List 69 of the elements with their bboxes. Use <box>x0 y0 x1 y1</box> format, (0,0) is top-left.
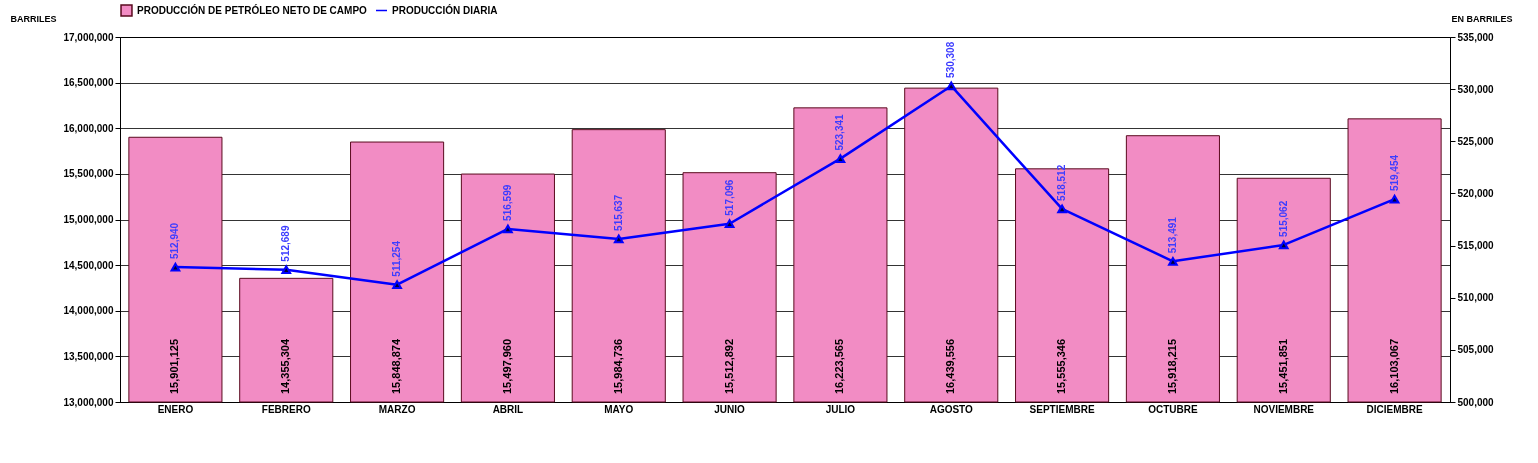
y-tick-label: 14,000,000 <box>63 305 114 317</box>
x-tick-label: JUNIO <box>714 403 746 415</box>
point <box>1057 204 1067 214</box>
data-label: 15,848,874 <box>390 338 403 394</box>
data-label: 530,308 <box>945 41 957 78</box>
data-label: 523,341 <box>834 114 846 151</box>
data-label: 512,689 <box>280 225 292 262</box>
data-label: 15,984,736 <box>611 338 624 394</box>
data-label: 519,454 <box>1388 154 1400 192</box>
legend-label: PRODUCCIÓN DE PETRÓLEO NETO DE CAMPO <box>137 3 368 16</box>
x-tick-label: SEPTIEMBRE <box>1029 403 1095 415</box>
point <box>1168 256 1178 266</box>
x-tick-label: OCTUBRE <box>1148 403 1198 415</box>
point <box>946 81 957 91</box>
point <box>724 219 735 229</box>
point <box>392 280 402 289</box>
point <box>613 234 624 244</box>
y-tick-label: 15,500,000 <box>63 168 114 180</box>
point <box>1278 240 1289 250</box>
x-tick-label: MAYO <box>604 403 634 415</box>
y2-tick-label: 515,000 <box>1457 240 1495 252</box>
data-label: 516,599 <box>501 184 513 221</box>
x-tick-label: NOVIEMBRE <box>1253 403 1315 415</box>
point <box>503 224 513 234</box>
y2-tick-label: 520,000 <box>1457 187 1495 199</box>
y2-tick-label: 500,000 <box>1457 396 1495 408</box>
x-tick-label: JULIO <box>825 403 856 415</box>
data-label: 518,512 <box>1056 164 1068 201</box>
y-tick-label: 13,000,000 <box>63 396 114 408</box>
point <box>835 154 846 163</box>
data-label: 16,223,565 <box>833 338 846 394</box>
y-tick-label: 14,500,000 <box>63 259 114 271</box>
data-label: 517,096 <box>723 179 735 216</box>
y-tick-label: 15,000,000 <box>63 214 114 225</box>
data-label: 511,254 <box>391 240 403 277</box>
point <box>281 265 292 275</box>
data-label: 15,512,892 <box>722 338 735 394</box>
y-tick-label: 13,500,000 <box>63 350 114 362</box>
data-label: 16,103,067 <box>1387 338 1400 394</box>
x-tick-label: ABRIL <box>492 403 524 415</box>
y2-tick-label: 510,000 <box>1457 292 1495 304</box>
data-label: 513,491 <box>1166 216 1178 254</box>
data-label: 15,451,851 <box>1276 338 1289 394</box>
point <box>170 262 181 272</box>
x-tick-label: ENERO <box>157 403 194 415</box>
y2-axis-title: EN BARRILES <box>1451 13 1513 24</box>
y-axis-title: BARRILES <box>10 13 57 24</box>
point <box>1389 194 1400 204</box>
y2-tick-label: 530,000 <box>1457 83 1495 95</box>
data-label: 16,439,556 <box>944 338 957 394</box>
legend-label: PRODUCCIÓN DIARIA <box>392 3 498 16</box>
y-tick-label: 16,500,000 <box>63 77 114 89</box>
data-label: 15,918,215 <box>1165 338 1178 394</box>
data-label: 15,497,960 <box>500 338 513 394</box>
data-label: 515,062 <box>1277 200 1289 237</box>
x-tick-label: DICIEMBRE <box>1366 403 1423 415</box>
data-label: 14,355,304 <box>279 338 292 394</box>
y2-tick-label: 525,000 <box>1457 135 1495 147</box>
x-tick-label: FEBRERO <box>261 403 311 415</box>
data-label: 512,940 <box>169 222 181 260</box>
y-tick-label: 16,000,000 <box>63 122 114 134</box>
y2-tick-label: 535,000 <box>1457 31 1495 43</box>
x-tick-label: MARZO <box>378 403 416 415</box>
data-label: 515,637 <box>612 194 624 231</box>
data-label: 15,901,125 <box>168 338 181 394</box>
y-tick-label: 17,000,000 <box>63 31 114 43</box>
y2-tick-label: 505,000 <box>1457 344 1495 356</box>
data-label: 15,555,346 <box>1055 338 1068 394</box>
x-tick-label: AGOSTO <box>929 403 974 415</box>
